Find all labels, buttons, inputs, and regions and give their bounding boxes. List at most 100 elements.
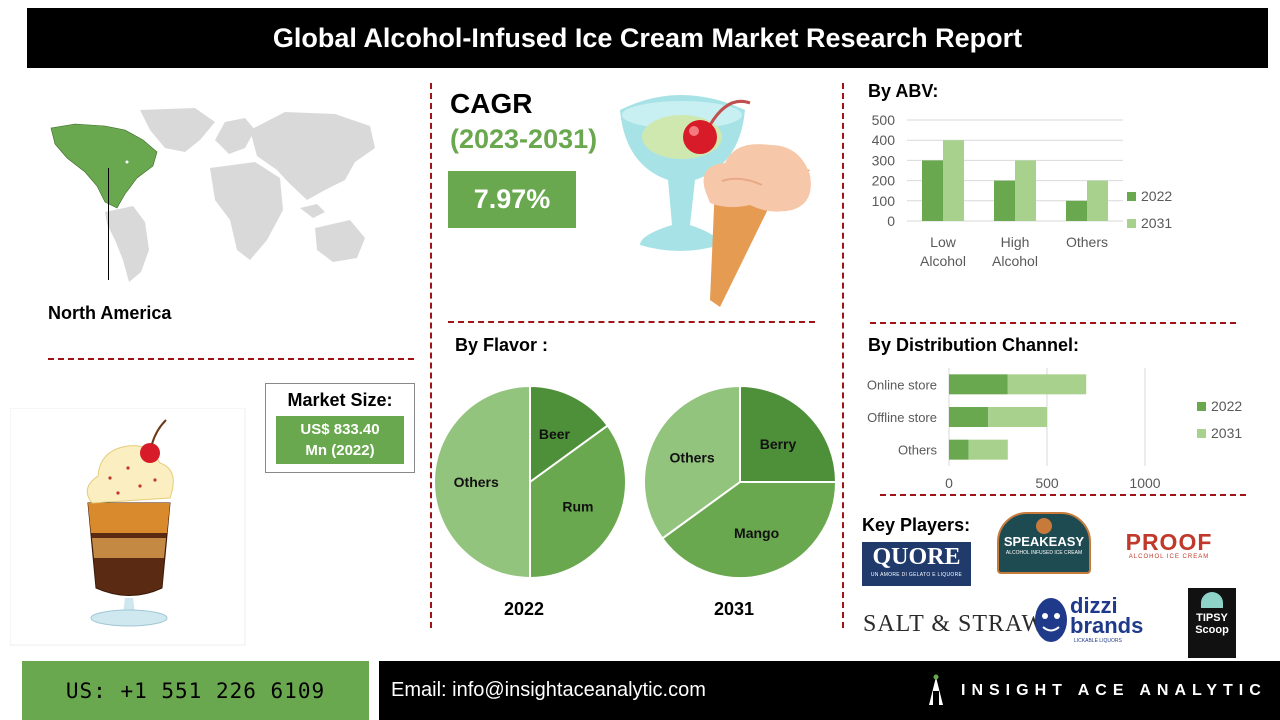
indonesia-shape — [300, 204, 325, 218]
world-map-illustration — [50, 108, 375, 282]
divider — [48, 358, 414, 360]
pie-year-label: 2022 — [504, 599, 544, 619]
distribution-section-title: By Distribution Channel: — [868, 335, 1079, 355]
pie-slice-label: Others — [454, 474, 499, 490]
dist-y-tick-label: Others — [898, 443, 938, 458]
abv-bar — [994, 180, 1015, 221]
logo-quore: QUORE UN AMORE DI GELATO E LIQUORE — [862, 542, 971, 586]
pie-slice — [529, 384, 610, 484]
dist-bar — [949, 439, 969, 460]
abv-x-tick-label: Alcohol — [992, 253, 1038, 269]
abv-y-tick-label: 100 — [872, 193, 896, 209]
dizzi-face-icon — [1035, 598, 1067, 642]
distribution-bar-chart: 0 500 1000 Online store Offline store Others 2… — [867, 368, 1242, 491]
abv-bar — [1015, 160, 1036, 221]
dist-legend-swatch — [1197, 402, 1206, 411]
market-size-label: Market Size: — [287, 390, 393, 410]
divider — [870, 322, 1236, 324]
pie-slice-label: Berry — [760, 436, 797, 452]
market-size-value-amount: US$ 833.40 — [300, 421, 380, 438]
pie-slice — [643, 384, 741, 540]
abv-bar — [1087, 180, 1108, 221]
pie-year-label: 2031 — [714, 599, 754, 619]
logo-speakeasy: SPEAKEASY ALCOHOL INFUSED ICE CREAM — [997, 512, 1091, 574]
dist-bar — [949, 374, 1008, 395]
abv-legend-swatch — [1127, 192, 1136, 201]
pie-slice — [529, 424, 627, 580]
divider — [448, 321, 815, 323]
dist-y-tick-label: Online store — [867, 377, 937, 392]
dist-legend-label: 2022 — [1211, 398, 1242, 414]
north-america-shape — [50, 123, 158, 209]
dist-y-tick-label: Offline store — [867, 410, 937, 425]
abv-y-tick-label: 400 — [872, 132, 896, 148]
divider — [430, 83, 432, 628]
contact-email[interactable]: Email: info@insightaceanalytic.com — [391, 679, 706, 701]
market-size-value: US$ 833.40 Mn (2022) — [276, 416, 404, 464]
abv-y-tick-label: 300 — [872, 152, 896, 168]
pie-slice — [739, 384, 838, 483]
tipsy-scoop-icon — [1201, 592, 1223, 608]
cagr-value: 7.97% — [448, 171, 576, 228]
dist-x-tick-label: 0 — [945, 475, 953, 491]
abv-y-tick-label: 200 — [872, 173, 896, 189]
dist-bar — [1007, 374, 1087, 395]
divider — [880, 494, 1246, 496]
abv-bar — [922, 160, 943, 221]
pie-slice-label: Beer — [539, 426, 571, 442]
insight-ace-logo-icon — [929, 674, 943, 705]
africa-shape — [210, 162, 283, 260]
pie-slice — [433, 384, 531, 580]
page-title: Global Alcohol-Infused Ice Cream Market … — [27, 8, 1268, 68]
abv-legend-label: 2031 — [1141, 215, 1172, 231]
abv-x-tick-label: Alcohol — [920, 253, 966, 269]
dist-legend-label: 2031 — [1211, 425, 1242, 441]
divider — [842, 83, 844, 628]
flavor-section-title: By Flavor : — [455, 335, 549, 355]
speakeasy-emblem-icon — [1036, 518, 1052, 534]
footer-bar: Email: info@insightaceanalytic.com INSIG… — [379, 661, 1280, 720]
abv-legend-swatch — [1127, 219, 1136, 228]
dist-x-tick-label: 500 — [1035, 475, 1059, 491]
region-pointer-line — [108, 168, 109, 280]
cagr-title: CAGR — [450, 88, 533, 119]
key-players-section-title: Key Players: — [862, 515, 971, 535]
abv-bar — [943, 140, 964, 221]
logo-tipsy-scoop: TIPSY Scoop — [1188, 588, 1236, 658]
market-size-card: Market Size: US$ 833.40 Mn (2022) — [265, 383, 415, 473]
abv-y-tick-label: 0 — [887, 213, 895, 229]
market-size-value-year: Mn (2022) — [305, 442, 375, 459]
pie-slice-label: Mango — [734, 525, 779, 541]
dist-bar — [949, 407, 989, 427]
abv-bar-chart: 0 100 200 300 400 500 Low Alcohol High Alcohol Oth… — [872, 112, 1173, 269]
abv-section-title: By ABV: — [868, 81, 939, 101]
abv-x-tick-label: High — [1001, 234, 1030, 250]
greenland-shape — [140, 108, 215, 152]
dist-bar — [988, 407, 1047, 427]
cagr-period: (2023-2031) — [450, 124, 598, 154]
logo-proof: PROOF ALCOHOL ICE CREAM — [1125, 529, 1213, 560]
flavor-pie-2022: Beer Rum Others 2022 — [433, 384, 627, 619]
europe-shape — [215, 118, 255, 154]
australia-shape — [315, 220, 365, 262]
region-label: North America — [48, 303, 172, 323]
abv-bar — [1066, 200, 1087, 221]
asia-shape — [250, 112, 375, 200]
pie-slice — [660, 481, 838, 579]
abv-y-tick-label: 500 — [872, 112, 896, 128]
abv-x-tick-label: Low — [930, 234, 957, 250]
south-america-shape — [105, 206, 149, 282]
logo-salt-and-straw: SALT & STRAW — [863, 611, 1046, 637]
contact-phone[interactable]: US: +1 551 226 6109 — [22, 661, 369, 720]
abv-legend-label: 2022 — [1141, 188, 1172, 204]
flavor-pie-2031: Berry Mango Others 2031 — [643, 384, 838, 619]
dist-bar — [968, 439, 1008, 460]
logo-dizzi-brands: dizzi brands LICKABLE LIQUORS — [1034, 590, 1143, 646]
dist-legend-swatch — [1197, 429, 1206, 438]
cocktail-ice-cream-illustration — [620, 95, 811, 307]
pie-slice-label: Rum — [562, 498, 593, 514]
dist-x-tick-label: 1000 — [1129, 475, 1160, 491]
brand-name: INSIGHT ACE ANALYTIC — [961, 682, 1267, 699]
abv-x-tick-label: Others — [1066, 234, 1108, 250]
sundae-illustration — [10, 408, 246, 646]
